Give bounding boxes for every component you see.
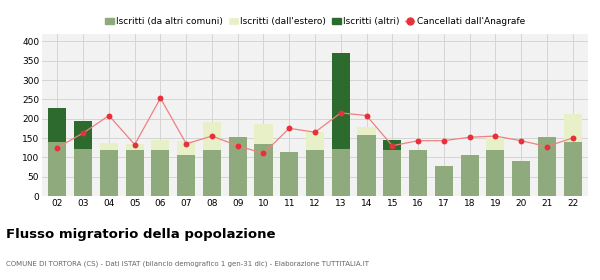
Point xyxy=(181,142,191,146)
Bar xyxy=(486,150,504,196)
Bar xyxy=(151,140,169,150)
Point xyxy=(233,143,242,148)
Point xyxy=(53,145,62,150)
Bar xyxy=(229,137,247,196)
Point xyxy=(336,111,346,115)
Bar xyxy=(280,151,298,196)
Point xyxy=(259,151,268,156)
Bar xyxy=(100,143,118,150)
Bar xyxy=(306,150,324,196)
Point xyxy=(284,126,294,130)
Bar xyxy=(409,150,427,196)
Bar xyxy=(486,138,504,150)
Bar xyxy=(332,149,350,196)
Point xyxy=(79,131,88,135)
Point xyxy=(130,142,140,147)
Bar xyxy=(151,150,169,196)
Bar xyxy=(538,137,556,196)
Bar xyxy=(203,150,221,196)
Legend: Iscritti (da altri comuni), Iscritti (dall'estero), Iscritti (altri), Cancellati: Iscritti (da altri comuni), Iscritti (da… xyxy=(104,17,526,26)
Bar xyxy=(74,121,92,149)
Point xyxy=(362,113,371,118)
Point xyxy=(207,134,217,138)
Bar xyxy=(435,166,453,196)
Bar xyxy=(306,132,324,150)
Bar xyxy=(177,155,195,196)
Point xyxy=(104,113,114,118)
Point xyxy=(310,130,320,134)
Bar xyxy=(383,150,401,196)
Point xyxy=(413,139,423,143)
Bar xyxy=(512,161,530,196)
Point xyxy=(388,143,397,148)
Bar xyxy=(177,141,195,155)
Bar xyxy=(383,139,401,150)
Bar xyxy=(254,124,272,144)
Bar xyxy=(203,122,221,150)
Bar xyxy=(49,142,67,196)
Bar xyxy=(358,127,376,135)
Point xyxy=(490,134,500,138)
Bar xyxy=(254,144,272,196)
Point xyxy=(568,136,577,140)
Bar xyxy=(383,139,401,150)
Bar xyxy=(461,155,479,196)
Bar xyxy=(74,149,92,196)
Point xyxy=(542,144,551,149)
Text: Flusso migratorio della popolazione: Flusso migratorio della popolazione xyxy=(6,228,275,241)
Text: COMUNE DI TORTORA (CS) - Dati ISTAT (bilancio demografico 1 gen-31 dic) - Elabor: COMUNE DI TORTORA (CS) - Dati ISTAT (bil… xyxy=(6,260,369,267)
Bar xyxy=(358,135,376,196)
Bar xyxy=(100,150,118,196)
Point xyxy=(516,139,526,143)
Bar xyxy=(332,53,350,149)
Point xyxy=(439,139,449,143)
Bar xyxy=(49,108,67,142)
Bar xyxy=(563,114,581,142)
Bar xyxy=(563,142,581,196)
Point xyxy=(155,96,165,101)
Bar xyxy=(126,144,144,150)
Bar xyxy=(126,150,144,196)
Point xyxy=(465,135,475,139)
